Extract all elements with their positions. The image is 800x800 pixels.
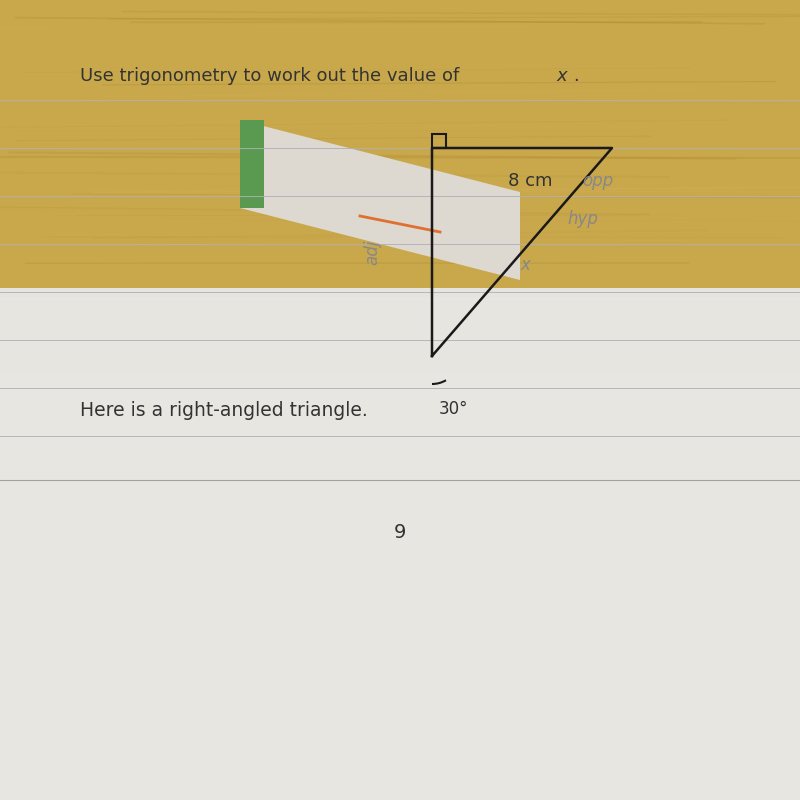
Bar — [0, 288, 800, 298]
Text: x: x — [521, 256, 530, 274]
Text: 9: 9 — [394, 522, 406, 542]
Bar — [0, 288, 800, 800]
Text: adj: adj — [363, 239, 381, 265]
Bar — [432, 134, 446, 148]
Text: hyp: hyp — [568, 210, 598, 228]
Polygon shape — [240, 120, 520, 280]
Bar — [0, 330, 800, 341]
Bar — [0, 342, 800, 351]
Bar — [0, 0, 800, 296]
Bar — [0, 362, 800, 373]
Text: x: x — [556, 67, 566, 85]
Text: .: . — [573, 67, 578, 85]
Text: 30°: 30° — [438, 400, 468, 418]
Text: opp: opp — [582, 172, 614, 190]
Bar — [0, 298, 800, 309]
Text: Use trigonometry to work out the value of: Use trigonometry to work out the value o… — [80, 67, 465, 85]
Text: Here is a right-angled triangle.: Here is a right-angled triangle. — [80, 401, 368, 420]
Text: 8 cm: 8 cm — [508, 172, 552, 190]
Bar — [0, 352, 800, 362]
Polygon shape — [240, 120, 264, 208]
Bar — [0, 320, 800, 330]
Bar — [0, 310, 800, 319]
